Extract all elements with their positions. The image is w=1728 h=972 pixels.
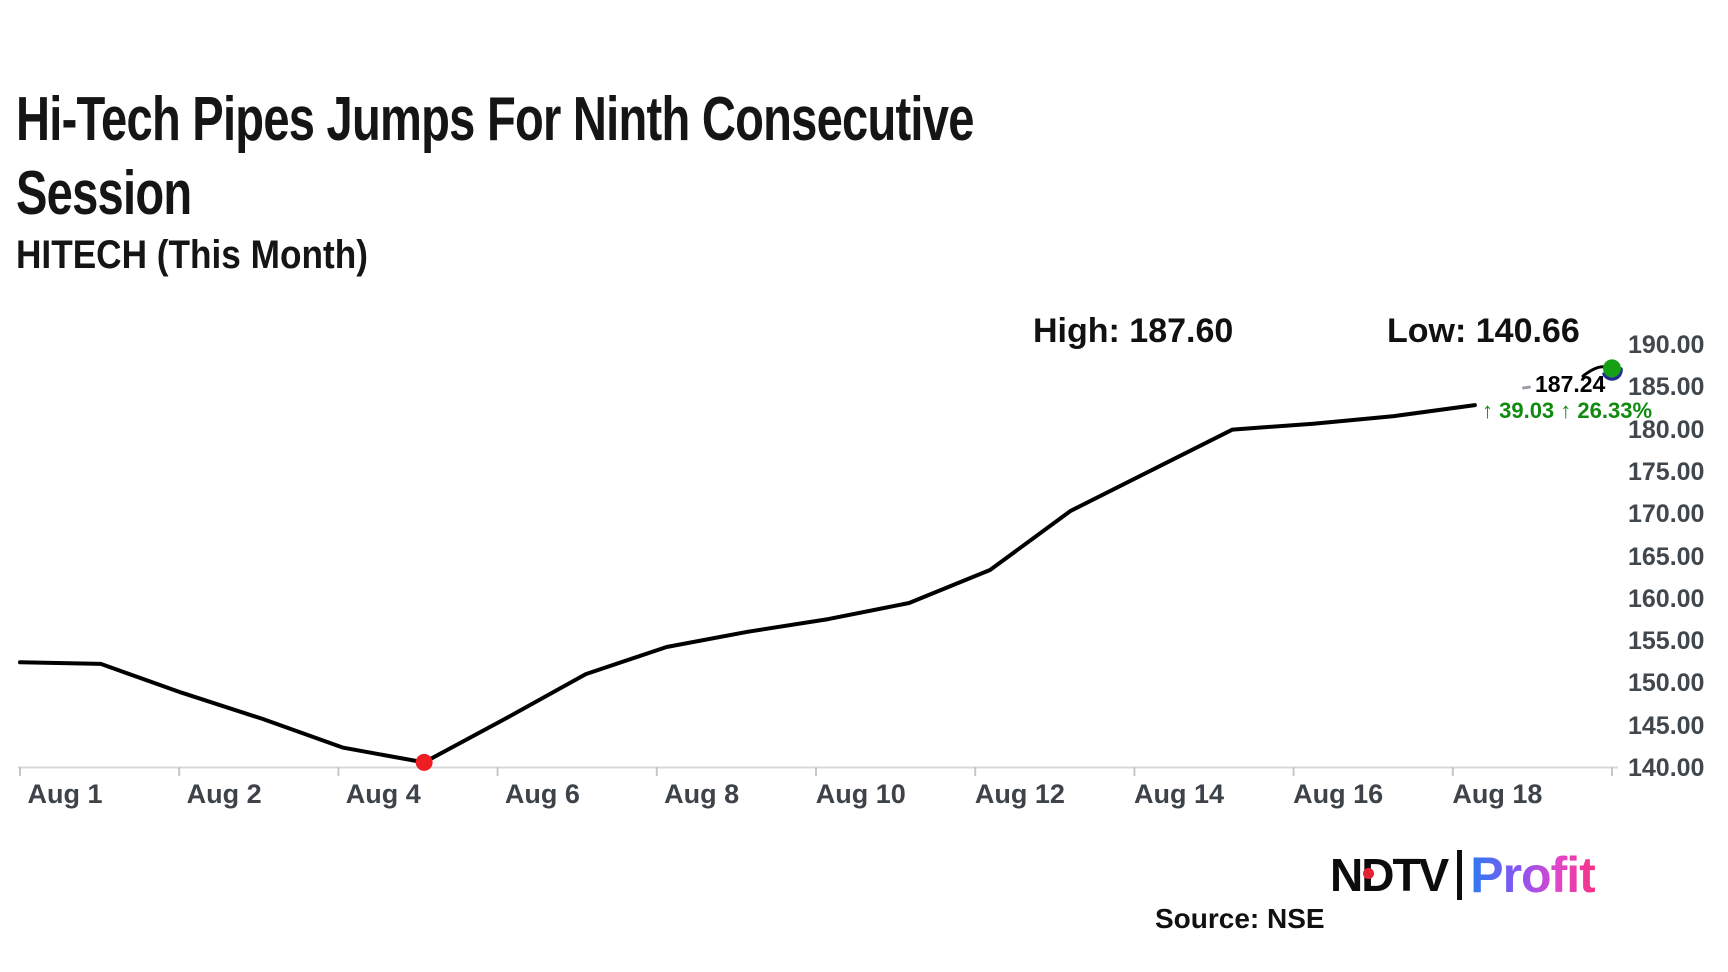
page-title-line2: Session [16,159,192,228]
price-line [18,403,1477,765]
x-axis-label: Aug 4 [345,779,421,809]
profit-logo-text: Profit [1470,847,1596,903]
y-axis-label: 175.00 [1628,457,1705,486]
x-axis-label: Aug 8 [664,779,740,809]
high-value-label: High: 187.60 [1033,312,1234,350]
y-axis-label: 180.00 [1628,415,1705,444]
y-axis-label: 165.00 [1628,542,1705,571]
x-axis-tick-marks [19,767,1613,776]
ndtv-logo-text: NDTV [1330,849,1449,901]
x-axis-label: Aug 6 [504,779,580,809]
y-axis-label: 140.00 [1628,754,1705,782]
chart-subtitle: HITECH (This Month) [16,233,368,277]
x-axis-label: Aug 18 [1452,779,1543,809]
last-point-marker [1603,359,1621,378]
low-point-marker [415,753,433,771]
logo-separator [1457,850,1463,900]
last-price-label: 187.24 [1535,371,1606,397]
price-change-label: ↑ 39.03 ↑ 26.33% [1482,398,1653,423]
x-axis-label: Aug 10 [815,779,906,809]
y-axis-label: 190.00 [1628,331,1705,359]
ndtv-profit-logo: NDTV Profit [1330,847,1596,903]
y-axis-label: 185.00 [1628,373,1705,402]
x-axis-label: Aug 2 [186,779,262,809]
x-axis-label: Aug 12 [974,779,1065,809]
y-axis-label: 170.00 [1628,500,1705,529]
source-label: Source: NSE [1155,903,1325,934]
y-axis-label: 145.00 [1628,711,1705,740]
page-title-line1: Hi-Tech Pipes Jumps For Ninth Consecutiv… [16,85,974,154]
x-axis-label: Aug 16 [1293,779,1384,809]
low-value-label: Low: 140.66 [1387,312,1580,350]
y-axis-label: 150.00 [1628,669,1705,698]
ndtv-red-dot-icon [1363,868,1374,879]
x-axis-label: Aug 14 [1134,779,1225,809]
last-marker-crescent [1602,367,1623,381]
ndtv-wordmark: NDTV [1330,849,1449,901]
x-axis-label: Aug 1 [27,779,103,809]
y-axis-label: 155.00 [1628,627,1705,656]
y-axis-label: 160.00 [1628,584,1705,613]
